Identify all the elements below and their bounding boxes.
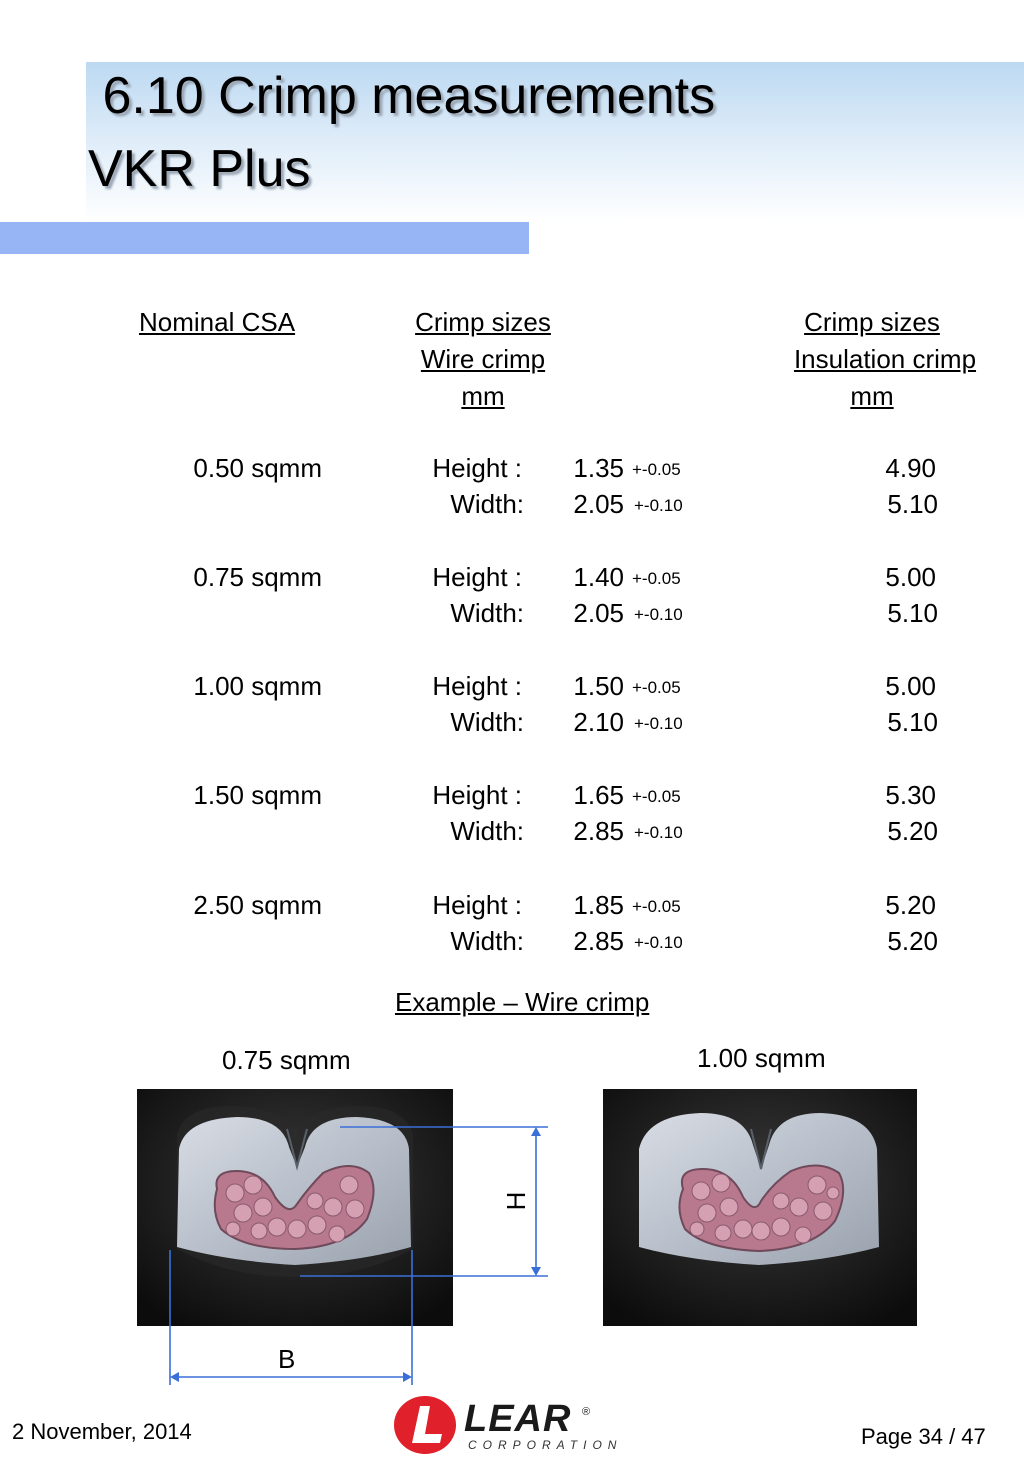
csa-value: 1.00 sqmm xyxy=(193,671,322,701)
width-arrow-left xyxy=(170,1372,179,1382)
width-value: 2.05 xyxy=(573,489,624,519)
crimp-cross-section-left xyxy=(137,1089,453,1326)
height-tolerance: +-0.05 xyxy=(632,897,681,916)
insulation-height-value: 5.20 xyxy=(885,890,936,920)
lear-logo-word: LEAR xyxy=(464,1398,572,1440)
lear-logo-mark-icon xyxy=(394,1396,456,1454)
insulation-height-value: 4.90 xyxy=(885,453,936,483)
insulation-height-value: 5.30 xyxy=(885,780,936,810)
csa-value: 2.50 sqmm xyxy=(193,890,322,920)
height-value: 1.85 xyxy=(573,890,624,920)
width-tolerance: +-0.10 xyxy=(634,933,683,952)
height-tolerance: +-0.05 xyxy=(632,460,681,479)
width-marker: B xyxy=(278,1344,296,1374)
width-value: 2.05 xyxy=(573,598,624,628)
lear-logo-registered: ® xyxy=(582,1406,591,1418)
title-line-1: 6.10 Crimp measurements xyxy=(88,67,716,125)
height-label: Height : xyxy=(432,671,522,701)
height-tolerance: +-0.05 xyxy=(632,787,681,806)
insulation-width-value: 5.10 xyxy=(887,598,938,628)
width-label: Width: xyxy=(450,707,524,737)
width-tolerance: +-0.10 xyxy=(634,714,683,733)
height-label: Height : xyxy=(432,890,522,920)
height-label: Height : xyxy=(432,562,522,592)
footer-page-number: Page 34 / 47 xyxy=(861,1424,986,1449)
header-nominal-csa: Nominal CSA xyxy=(139,307,296,337)
header-insulation-line-3: mm xyxy=(850,381,894,411)
header-insulation-line-2: Insulation crimp xyxy=(793,344,977,374)
width-label: Width: xyxy=(450,816,524,846)
title-line-2: VKR Plus xyxy=(88,140,311,198)
insulation-width-value: 5.20 xyxy=(887,816,938,846)
width-tolerance: +-0.10 xyxy=(634,605,683,624)
header-wire-line-2: Wire crimp xyxy=(420,344,546,374)
width-tolerance: +-0.10 xyxy=(634,823,683,842)
height-value: 1.65 xyxy=(573,780,624,810)
header-wire-line-1: Crimp sizes xyxy=(415,307,551,337)
example-left-label: 0.75 sqmm xyxy=(222,1045,351,1075)
footer-date: 2 November, 2014 xyxy=(12,1419,192,1444)
height-label: Height : xyxy=(432,453,522,483)
width-value: 2.85 xyxy=(573,816,624,846)
lear-logo: LEAR ® CORPORATION xyxy=(392,1394,632,1456)
crimp-photo-right xyxy=(603,1089,917,1326)
example-right-label: 1.00 sqmm xyxy=(697,1043,826,1073)
height-label: Height : xyxy=(432,780,522,810)
page-title: 6.10 Crimp measurements VKR Plus xyxy=(88,60,715,206)
width-value: 2.10 xyxy=(573,707,624,737)
height-arrow-up xyxy=(531,1127,541,1136)
width-label: Width: xyxy=(450,598,524,628)
accent-bar xyxy=(0,222,529,254)
csa-value: 0.50 sqmm xyxy=(193,453,322,483)
width-label: Width: xyxy=(450,926,524,956)
title-band xyxy=(86,62,1024,222)
height-marker: H xyxy=(501,1191,531,1211)
insulation-height-value: 5.00 xyxy=(885,562,936,592)
insulation-width-value: 5.10 xyxy=(887,707,938,737)
width-label: Width: xyxy=(450,489,524,519)
csa-value: 0.75 sqmm xyxy=(193,562,322,592)
insulation-height-value: 5.00 xyxy=(885,671,936,701)
lear-logo-subtitle: CORPORATION xyxy=(468,1438,623,1452)
header-wire-line-3: mm xyxy=(461,381,505,411)
csa-value: 1.50 sqmm xyxy=(193,780,322,810)
height-value: 1.40 xyxy=(573,562,624,592)
crimp-cross-section-right xyxy=(603,1089,917,1326)
dimension-lines xyxy=(169,1126,548,1385)
height-tolerance: +-0.05 xyxy=(632,678,681,697)
insulation-width-value: 5.20 xyxy=(887,926,938,956)
height-tolerance: +-0.05 xyxy=(632,569,681,588)
height-value: 1.50 xyxy=(573,671,624,701)
crimp-photo-left xyxy=(137,1089,453,1326)
header-insulation-line-1: Crimp sizes xyxy=(804,307,940,337)
height-arrow-down xyxy=(531,1267,541,1276)
width-value: 2.85 xyxy=(573,926,624,956)
width-arrow-right xyxy=(403,1372,412,1382)
insulation-width-value: 5.10 xyxy=(887,489,938,519)
height-value: 1.35 xyxy=(573,453,624,483)
example-heading: Example – Wire crimp xyxy=(395,987,650,1017)
width-tolerance: +-0.10 xyxy=(634,496,683,515)
